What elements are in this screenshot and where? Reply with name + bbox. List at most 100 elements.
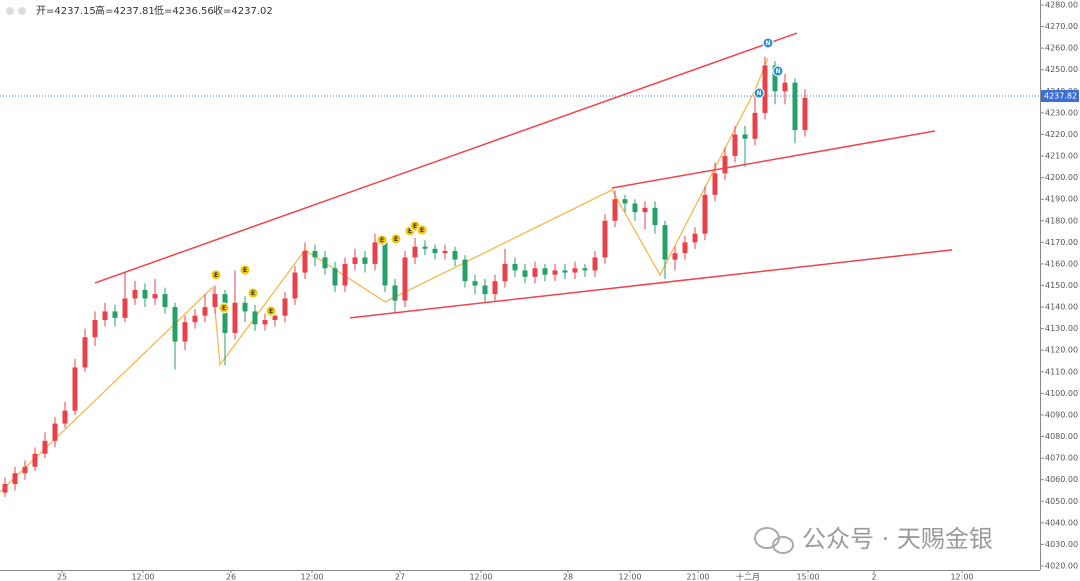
candle-body: [232, 302, 238, 333]
candle-body: [132, 289, 138, 299]
marker: [376, 234, 388, 246]
candle-body: [792, 82, 798, 131]
y-tick-label: 4050.00: [1045, 497, 1078, 506]
candle-body: [42, 440, 48, 454]
candle-body: [152, 294, 158, 299]
candle-body: [522, 270, 528, 277]
y-tick-label: 4060.00: [1045, 475, 1078, 484]
candle-body: [292, 272, 298, 299]
marker: [210, 269, 222, 281]
marker: [265, 305, 277, 317]
x-tick-label: 12:00: [469, 573, 492, 581]
candle-body: [92, 320, 98, 338]
marker-label: N: [756, 90, 761, 97]
candle-body: [182, 322, 188, 342]
y-tick-label: 4180.00: [1045, 216, 1078, 225]
trend-line: [611, 130, 936, 189]
x-tick-label: 21:00: [686, 573, 709, 581]
candle-body: [72, 367, 78, 411]
y-tick-label: 4040.00: [1045, 518, 1078, 527]
y-tick-label: 4260.00: [1045, 44, 1078, 53]
marker: [239, 264, 251, 276]
candle-body: [52, 423, 58, 441]
x-tick-label: 12:00: [950, 573, 973, 581]
candle-body: [2, 484, 8, 493]
candle-body: [802, 97, 808, 131]
marker-label: E: [251, 290, 255, 297]
watermark-text: 公众号 · 天赐金银: [802, 525, 993, 553]
x-tick-label: 12:00: [300, 573, 323, 581]
candle-body: [32, 453, 38, 467]
marker: [753, 87, 765, 99]
wechat-icon: [772, 536, 794, 554]
last-price-box: [1041, 90, 1079, 103]
y-tick-label: 4140.00: [1045, 303, 1078, 312]
x-tick-label: 2: [871, 573, 876, 581]
y-tick-label: 4170.00: [1045, 238, 1078, 247]
x-tick-label: 25: [57, 573, 67, 581]
marker-label: E: [380, 237, 384, 244]
header-low: 低=4236.56: [154, 4, 214, 17]
marker-label: E: [420, 227, 424, 234]
trend-line: [349, 249, 953, 319]
candle-body: [582, 268, 588, 271]
marker: [416, 224, 428, 236]
header-high: 高=4237.81: [95, 4, 155, 17]
candle-body: [222, 294, 228, 333]
candle-body: [462, 259, 468, 282]
candle-body: [782, 82, 788, 92]
candle-body: [102, 311, 108, 321]
candle-body: [22, 466, 28, 474]
x-tick-label: 12:00: [618, 573, 641, 581]
candle-body: [192, 315, 198, 323]
candle-body: [452, 250, 458, 260]
candle-body: [692, 233, 698, 243]
candle-body: [712, 173, 718, 195]
x-tick-label: 15:00: [796, 573, 819, 581]
x-tick-label: 28: [563, 573, 573, 581]
candle-body: [342, 263, 348, 286]
candle-body: [542, 268, 548, 275]
last-price-label: 4237.82: [1044, 92, 1077, 101]
watermark: 公众号 · 天赐金银: [754, 525, 993, 554]
y-tick-label: 4230.00: [1045, 108, 1078, 117]
candle-body: [612, 199, 618, 221]
y-tick-label: 4200.00: [1045, 173, 1078, 182]
candle-body: [252, 311, 258, 325]
candle-body: [412, 246, 418, 258]
candle-body: [262, 320, 268, 325]
y-tick-label: 4210.00: [1045, 152, 1078, 161]
candle-body: [772, 65, 778, 92]
marker-label: E: [269, 308, 273, 315]
candle-body: [672, 253, 678, 260]
marker-label: E: [408, 228, 412, 235]
y-tick-label: 4250.00: [1045, 65, 1078, 74]
ohlc-header: 开=4237.15 高=4237.81 低=4236.56 收=4237.02: [6, 4, 273, 17]
y-tick-label: 4020.00: [1045, 562, 1078, 571]
marker-label: N: [765, 40, 770, 47]
y-tick-label: 4070.00: [1045, 454, 1078, 463]
candle-body: [562, 270, 568, 273]
candle-body: [362, 257, 368, 264]
candle-body: [592, 257, 598, 271]
candle-body: [732, 134, 738, 157]
candle-body: [482, 285, 488, 295]
candle-body: [662, 225, 668, 260]
candle-body: [402, 257, 408, 301]
header-icon: [6, 7, 14, 15]
y-tick-label: 4150.00: [1045, 281, 1078, 290]
candle-body: [642, 207, 648, 213]
marker-label: E: [222, 305, 226, 312]
candle-body: [492, 281, 498, 295]
y-tick-label: 4110.00: [1045, 367, 1078, 376]
candle-body: [332, 268, 338, 286]
y-tick-label: 4080.00: [1045, 432, 1078, 441]
x-tick-label: 27: [395, 573, 405, 581]
y-tick-label: 4100.00: [1045, 389, 1078, 398]
candle-body: [762, 65, 768, 113]
candle-body: [382, 242, 388, 286]
candle-body: [552, 270, 558, 275]
candle-body: [312, 250, 318, 258]
